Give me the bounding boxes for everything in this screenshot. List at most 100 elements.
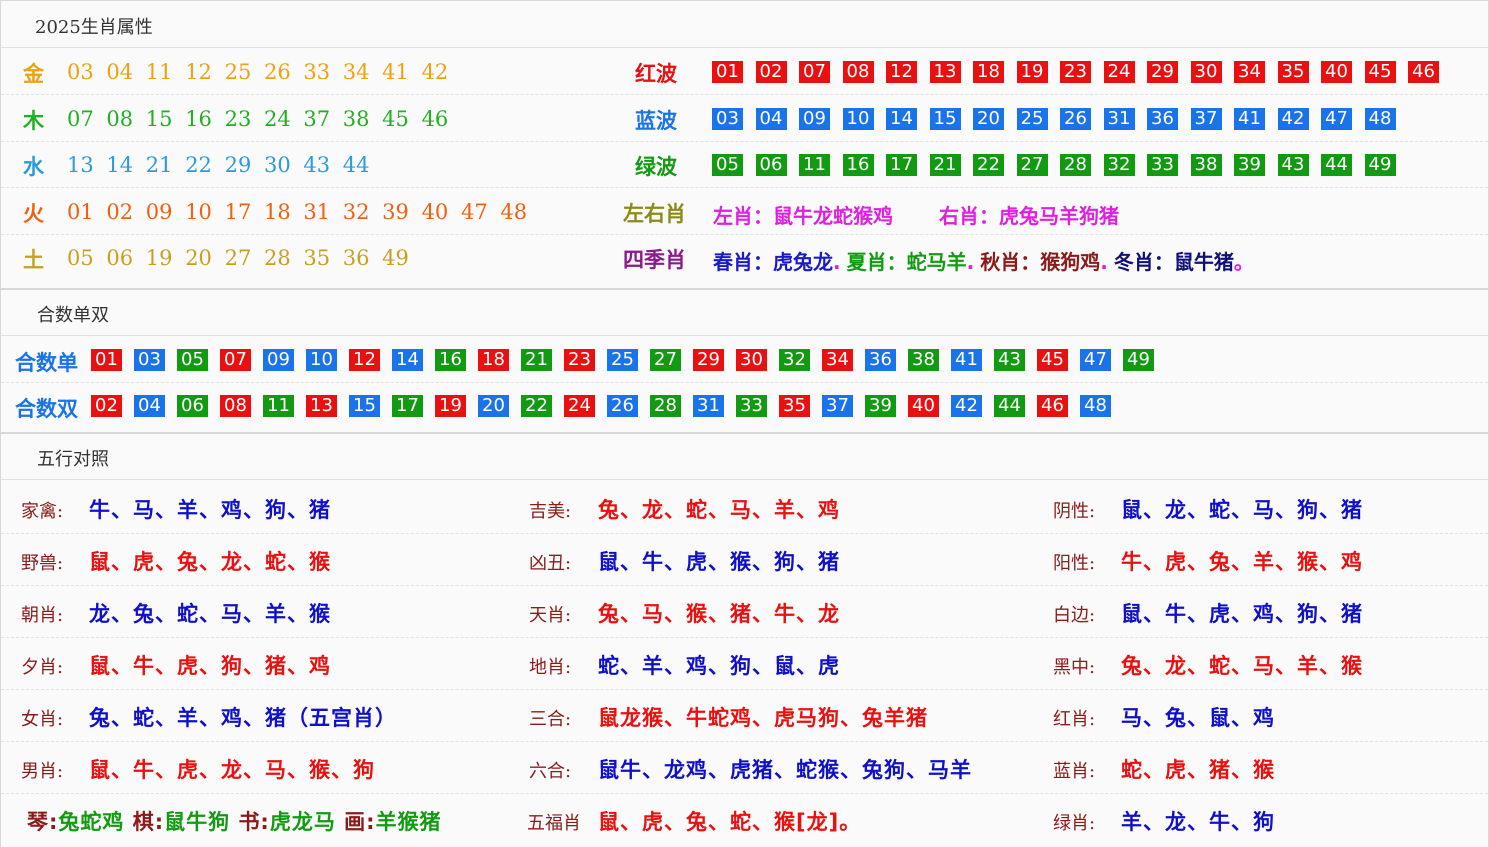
number-box: 41 [1234,107,1265,130]
number-box: 17 [886,154,917,176]
qin-label: 琴: [27,810,59,834]
number-box: 10 [842,107,874,130]
number-box: 29 [1147,61,1178,83]
number-box: 31 [693,395,724,417]
category-value: 兔、马、猴、猪、牛、龙 [598,602,840,626]
element-label: 金 [23,62,44,86]
category-label: 三合: [529,709,572,730]
number-box: 15 [929,107,961,130]
number-box: 23 [564,349,595,371]
element-label: 水 [23,155,44,179]
dot: . [833,250,841,274]
season-autumn: 秋肖：猴狗鸡 [980,250,1101,274]
number-box: 28 [1060,154,1091,176]
number-box: 24 [1103,61,1135,83]
category-value: 鼠龙猴、牛蛇鸡、虎马狗、兔羊猪 [598,706,928,730]
element-numbers: 07 08 15 16 23 24 37 38 45 46 [67,106,449,131]
dot: . [1100,250,1108,274]
number-box: 11 [799,154,830,176]
number-box: 46 [1408,61,1439,83]
section-title: 合数单双 [1,290,1488,336]
category-value: 蛇、羊、鸡、狗、鼠、虎 [598,654,840,678]
number-box: 47 [1321,107,1352,130]
season-label: 四季肖 [623,248,686,272]
wave-label: 绿波 [635,155,677,179]
category-value: 鼠、虎、兔、龙、蛇、猴 [89,550,331,574]
wave-numbers: 01 02 07 08 12 13 18 19 23 24 29 30 34 35 40 45 46 [712,61,1452,83]
zodiac-attributes-panel: 2025生肖属性 金 03 04 11 12 25 26 33 34 41 42 红… [0,0,1489,289]
number-box: 28 [650,395,681,417]
category-label: 天肖: [529,605,572,626]
number-box: 22 [973,154,1004,176]
category-value: 鼠、牛、虎、龙、马、猴、狗 [89,758,375,782]
category-value: 鼠牛、龙鸡、虎猪、蛇猴、兔狗、马羊 [598,758,972,782]
number-box: 07 [220,349,251,371]
number-box: 43 [994,349,1025,371]
category-label: 黑中: [1053,657,1096,678]
odd-numbers: 01 03 05 07 09 10 12 14 16 18 21 23 25 27 29 30 32 34 36 38… [91,349,1166,371]
category-label: 野兽: [21,553,64,574]
category-value: 兔、蛇、羊、鸡、猪（五宫肖） [89,706,397,730]
number-box: 02 [91,395,122,417]
number-box: 42 [1277,107,1309,130]
number-box: 35 [779,395,810,417]
end-mark: 。 [1233,250,1254,274]
five-elements-panel: 五行对照 家禽: 牛、马、羊、鸡、狗、猪 吉美: 兔、龙、蛇、马、羊、鸡 阴性: 鼠、龙、… [0,433,1489,847]
number-box: 39 [865,395,896,417]
number-box: 09 [799,107,830,130]
number-box: 37 [822,395,853,417]
even-label: 合数双 [15,397,78,421]
wave-label: 蓝波 [635,108,677,133]
category-value: 鼠、牛、虎、鸡、狗、猪 [1121,602,1363,626]
category-value: 兔、龙、蛇、马、羊、鸡 [598,498,840,522]
attribute-row: 土 05 06 19 20 27 28 35 36 49 四季肖 春肖：虎兔龙. 夏肖：… [1,235,1488,281]
number-box: 32 [779,349,810,371]
category-label: 夕肖: [21,657,64,678]
season-spring: 春肖：虎兔龙 [713,250,833,274]
number-box: 45 [1364,61,1396,83]
number-box: 20 [478,395,509,417]
number-box: 10 [306,349,337,371]
number-box: 27 [1016,154,1048,176]
category-value: 牛、虎、兔、羊、猴、鸡 [1121,550,1363,574]
hua-value: 羊猴猪 [375,810,442,834]
category-label: 阳性: [1053,553,1096,574]
number-box: 06 [755,154,787,176]
category-label: 阴性: [1053,501,1096,522]
comparison-row: 家禽: 牛、马、羊、鸡、狗、猪 吉美: 兔、龙、蛇、马、羊、鸡 阴性: 鼠、龙、蛇、马、狗… [1,482,1488,534]
wave-label: 红波 [635,62,677,86]
odd-row: 合数单 01 03 05 07 09 10 12 14 16 18 21 23 25 27 29 30 32 34… [1,337,1488,383]
category-label: 女肖: [21,709,64,730]
dot: . [966,250,975,274]
number-box: 26 [1060,107,1091,130]
number-box: 49 [1123,349,1154,371]
number-box: 33 [1147,154,1178,176]
qi-label: 棋: [132,810,165,834]
section-title: 2025生肖属性 [1,1,1488,48]
number-box: 19 [1016,61,1048,83]
number-box: 04 [755,107,787,130]
number-box: 01 [91,349,122,371]
number-box: 47 [1080,349,1111,371]
green-zodiac-value: 羊、龙、牛、狗 [1121,810,1275,834]
number-box: 25 [607,349,638,371]
number-box: 07 [799,61,830,83]
element-label: 木 [23,108,44,133]
number-box: 36 [1147,107,1178,130]
number-box: 03 [712,107,743,130]
category-label: 地肖: [529,657,572,678]
hua-label: 画: [344,810,376,834]
element-label: 火 [23,201,44,226]
category-label: 男肖: [21,761,64,782]
number-box: 09 [263,349,294,371]
number-box: 01 [712,61,743,83]
category-label: 白边: [1053,605,1096,626]
arts-zodiac: 琴:兔蛇鸡 棋:鼠牛狗 书:虎龙马 画:羊猴猪 [27,806,442,836]
number-box: 30 [736,349,767,371]
comparison-row: 朝肖: 龙、兔、蛇、马、羊、猴 天肖: 兔、马、猴、猪、牛、龙 白边: 鼠、牛、虎、鸡、狗… [1,586,1488,638]
number-box: 31 [1103,107,1135,130]
number-box: 22 [521,395,552,417]
number-box: 35 [1277,61,1309,83]
right-zodiac: 右肖：虎兔马羊狗猪 [939,203,1119,228]
season-zodiacs: 春肖：虎兔龙. 夏肖：蛇马羊. 秋肖：猴狗鸡. 冬肖：鼠牛猪。 [713,246,1254,275]
